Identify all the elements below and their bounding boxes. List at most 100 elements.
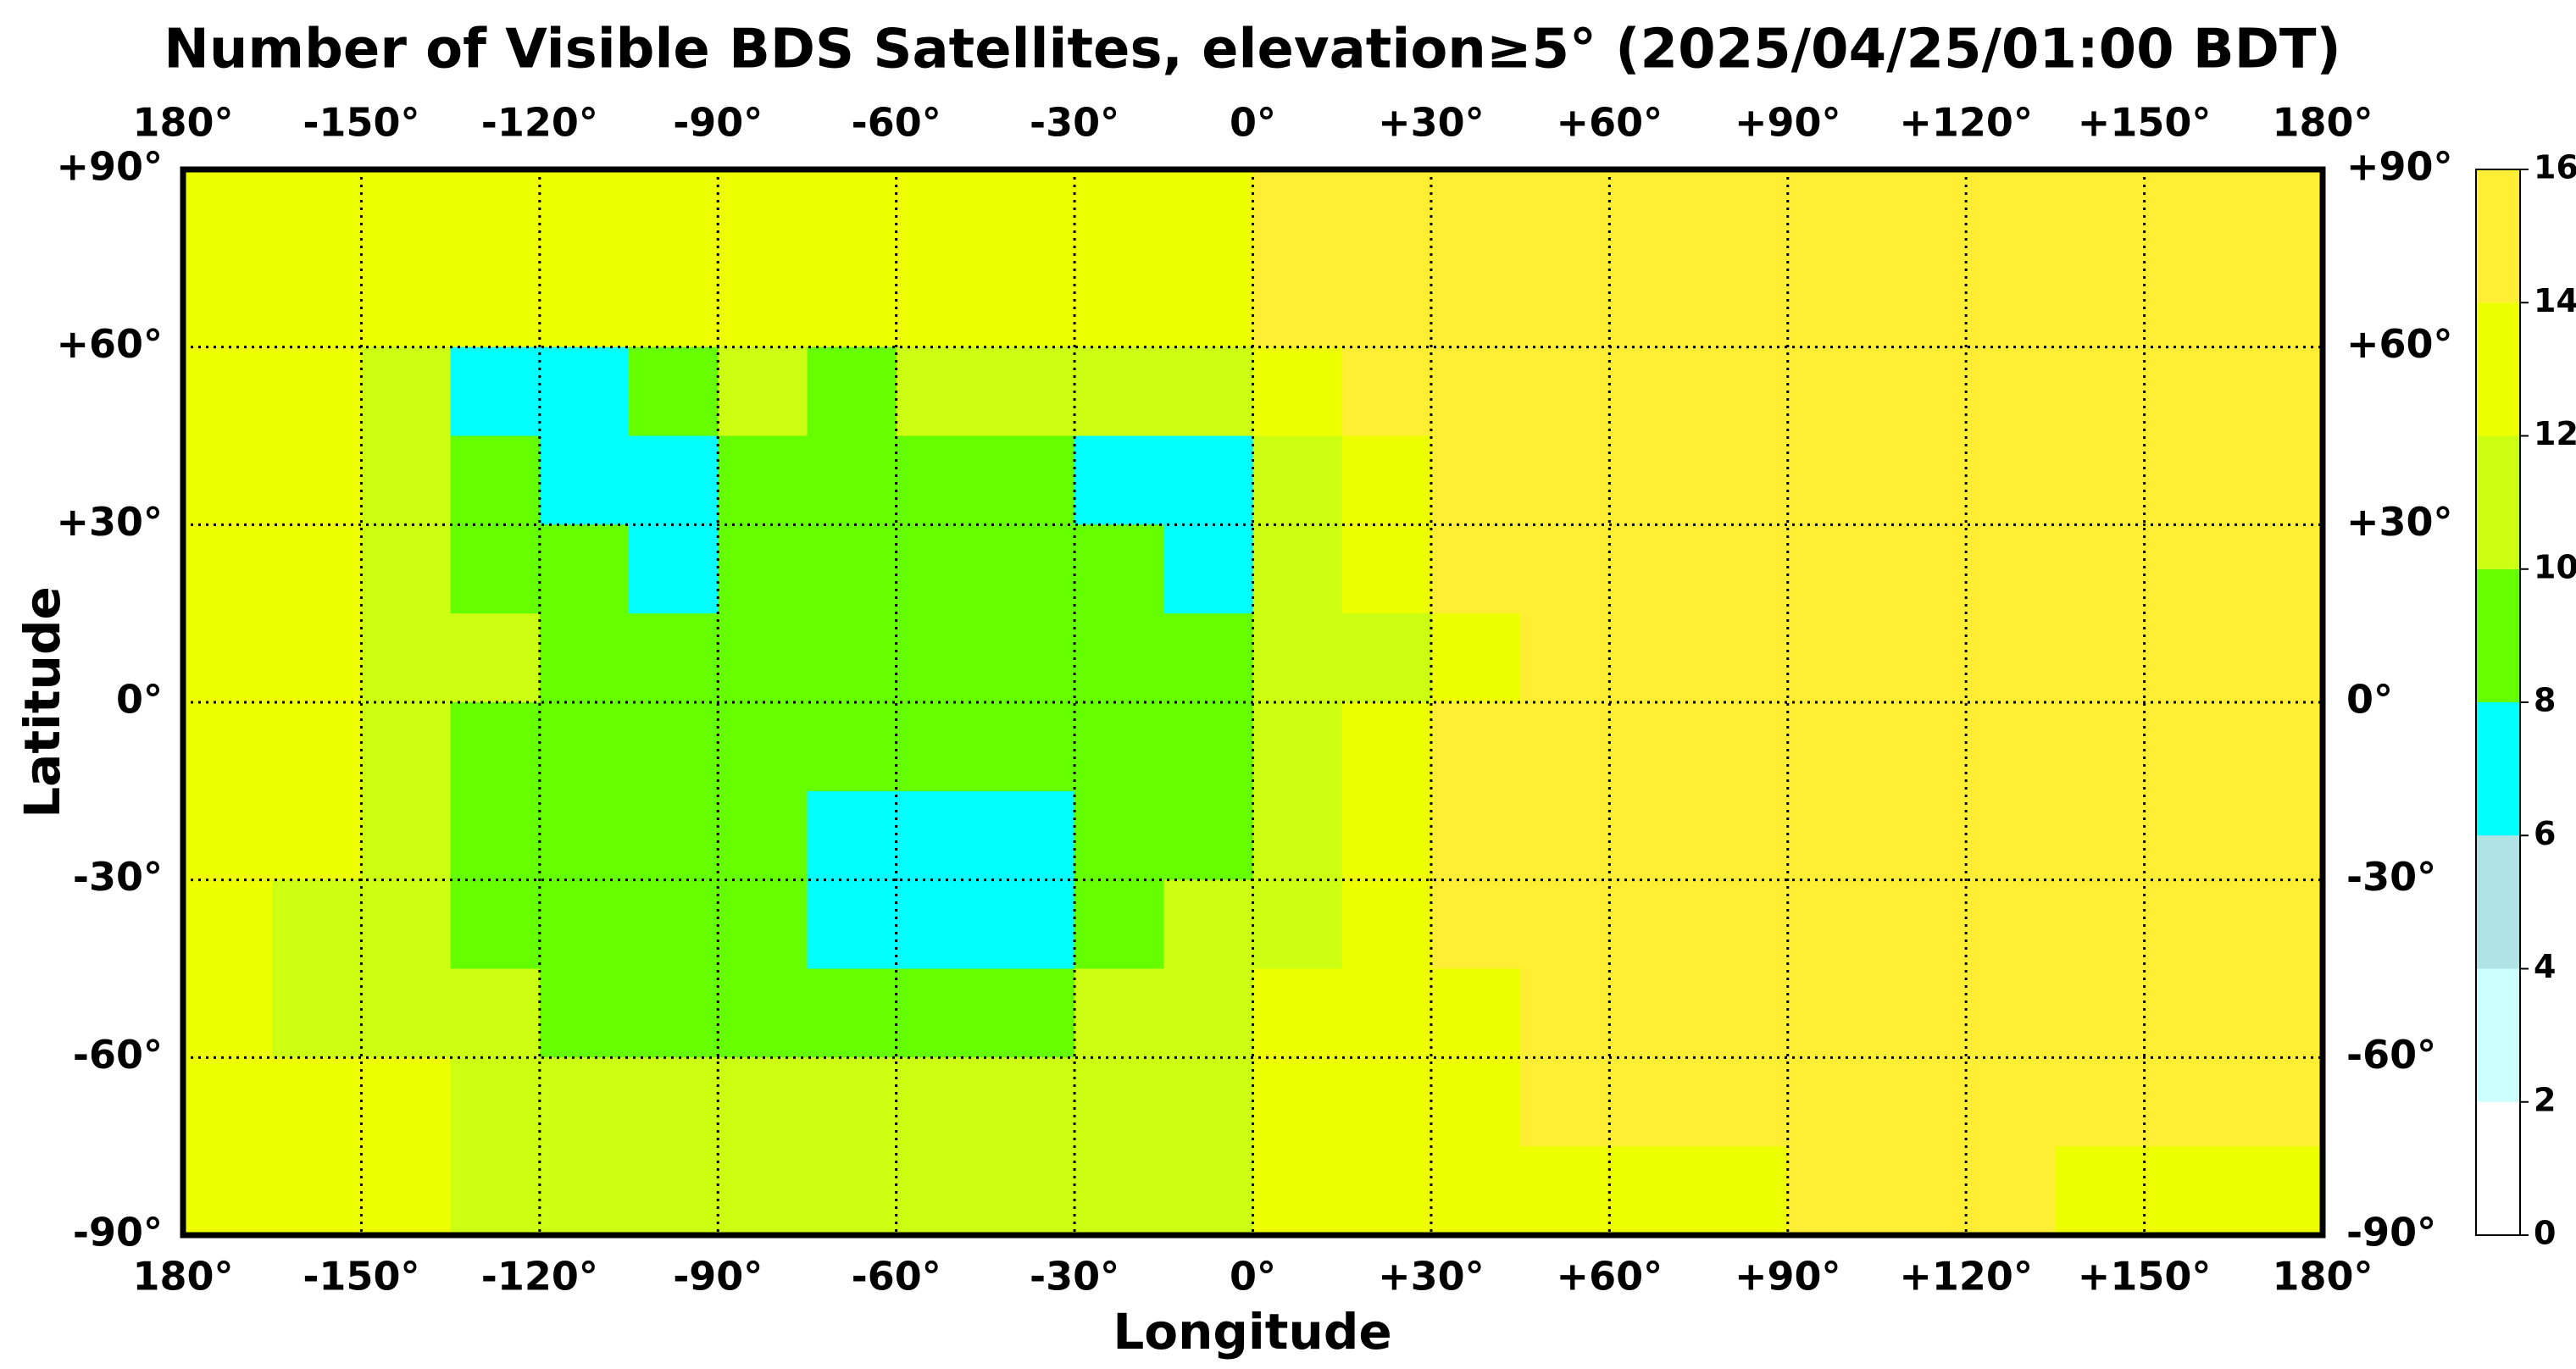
heat-cell bbox=[2055, 702, 2146, 792]
heat-cell bbox=[183, 613, 273, 703]
heat-cell bbox=[718, 1057, 808, 1147]
colorbar-tick-label: 0 bbox=[2534, 1215, 2556, 1252]
heat-cell bbox=[807, 346, 897, 437]
heat-cell bbox=[1520, 1057, 1610, 1147]
heat-cell bbox=[539, 879, 630, 970]
heat-cell bbox=[1430, 1146, 1521, 1236]
heat-cell bbox=[1430, 702, 1521, 792]
heat-cell bbox=[1252, 1146, 1343, 1236]
heat-cell bbox=[1966, 169, 2056, 259]
heat-cell bbox=[1609, 169, 1700, 259]
heat-cell bbox=[629, 790, 719, 881]
x-tick-label-top: +30° bbox=[1378, 100, 1485, 146]
heat-cell bbox=[1341, 613, 1432, 703]
heat-cell bbox=[1520, 524, 1610, 614]
heat-cell bbox=[629, 524, 719, 614]
heat-cell bbox=[2144, 1146, 2235, 1236]
heat-cell bbox=[1876, 1057, 1967, 1147]
x-tick-label-top: 180° bbox=[132, 100, 233, 146]
heat-cell bbox=[1787, 346, 1878, 437]
heat-cell bbox=[2055, 435, 2146, 525]
heat-cell bbox=[1966, 879, 2056, 970]
heat-cell bbox=[1966, 1146, 2056, 1236]
heat-cell bbox=[1966, 346, 2056, 437]
heat-cell bbox=[718, 879, 808, 970]
heat-cell bbox=[183, 169, 273, 259]
heat-cell bbox=[183, 968, 273, 1058]
x-tick-label-top: -60° bbox=[852, 100, 941, 146]
y-tick-label: -30° bbox=[73, 854, 163, 900]
colorbar-segment bbox=[2476, 702, 2520, 836]
heat-cell bbox=[2055, 790, 2146, 881]
heat-cell bbox=[1787, 1146, 1878, 1236]
heat-cell bbox=[2233, 879, 2323, 970]
heat-cell bbox=[1698, 613, 1789, 703]
heat-cell bbox=[1698, 790, 1789, 881]
heat-cell bbox=[896, 1057, 986, 1147]
x-tick-label-top: -30° bbox=[1030, 100, 1119, 146]
heat-cell bbox=[361, 169, 452, 259]
heat-cell bbox=[2055, 879, 2146, 970]
heat-cell bbox=[2144, 169, 2235, 259]
heat-cell bbox=[2055, 346, 2146, 437]
heat-cell bbox=[1787, 879, 1878, 970]
heat-cell bbox=[1163, 346, 1254, 437]
heat-cell bbox=[1876, 790, 1967, 881]
heat-cell bbox=[1876, 1146, 1967, 1236]
heat-cell bbox=[629, 702, 719, 792]
heat-cell bbox=[1074, 1057, 1164, 1147]
heat-cell bbox=[2233, 169, 2323, 259]
heat-cell bbox=[183, 879, 273, 970]
heat-cell bbox=[1876, 435, 1967, 525]
heat-cell bbox=[1074, 968, 1164, 1058]
heat-cell bbox=[807, 613, 897, 703]
heat-cell bbox=[1074, 524, 1164, 614]
colorbar-tick-label: 2 bbox=[2534, 1081, 2556, 1118]
heat-cell bbox=[1520, 169, 1610, 259]
heat-cell bbox=[1966, 524, 2056, 614]
heat-cell bbox=[1787, 613, 1878, 703]
heat-cell bbox=[985, 879, 1075, 970]
heat-cell bbox=[272, 169, 363, 259]
heat-cell bbox=[807, 1057, 897, 1147]
heat-cell bbox=[807, 790, 897, 881]
heat-cell bbox=[896, 879, 986, 970]
heat-cell bbox=[718, 790, 808, 881]
heat-cell bbox=[1876, 258, 1967, 348]
heat-cell bbox=[539, 702, 630, 792]
heat-cell bbox=[1609, 524, 1700, 614]
heat-cell bbox=[1341, 968, 1432, 1058]
heat-cell bbox=[272, 435, 363, 525]
heat-cell bbox=[450, 968, 541, 1058]
y-tick-label-right: +30° bbox=[2346, 499, 2453, 545]
heat-cell bbox=[450, 1057, 541, 1147]
heat-cell bbox=[1698, 169, 1789, 259]
heat-cell bbox=[539, 169, 630, 259]
heat-cell bbox=[629, 1057, 719, 1147]
colorbar-tick-label: 6 bbox=[2534, 815, 2556, 852]
x-tick-label-top: +150° bbox=[2078, 100, 2212, 146]
heat-cell bbox=[1074, 1146, 1164, 1236]
heat-cell bbox=[272, 1057, 363, 1147]
heat-cell bbox=[183, 1146, 273, 1236]
heat-cell bbox=[2233, 613, 2323, 703]
heat-cell bbox=[272, 879, 363, 970]
heat-cell bbox=[1966, 702, 2056, 792]
heat-cell bbox=[1430, 879, 1521, 970]
heat-cell bbox=[1520, 613, 1610, 703]
heat-cell bbox=[718, 435, 808, 525]
heat-cell bbox=[985, 169, 1075, 259]
heat-cell bbox=[1074, 702, 1164, 792]
heat-cell bbox=[1252, 613, 1343, 703]
heat-cell bbox=[2233, 346, 2323, 437]
heat-cell bbox=[807, 258, 897, 348]
x-tick-label: -90° bbox=[673, 1254, 763, 1300]
heat-cell bbox=[1163, 524, 1254, 614]
heat-cell bbox=[2144, 435, 2235, 525]
heat-cell bbox=[1609, 346, 1700, 437]
heat-cell bbox=[896, 169, 986, 259]
colorbar-tick-label: 16 bbox=[2534, 149, 2576, 186]
heat-cell bbox=[896, 346, 986, 437]
colorbar-segment bbox=[2476, 968, 2520, 1102]
colorbar-segment bbox=[2476, 435, 2520, 569]
